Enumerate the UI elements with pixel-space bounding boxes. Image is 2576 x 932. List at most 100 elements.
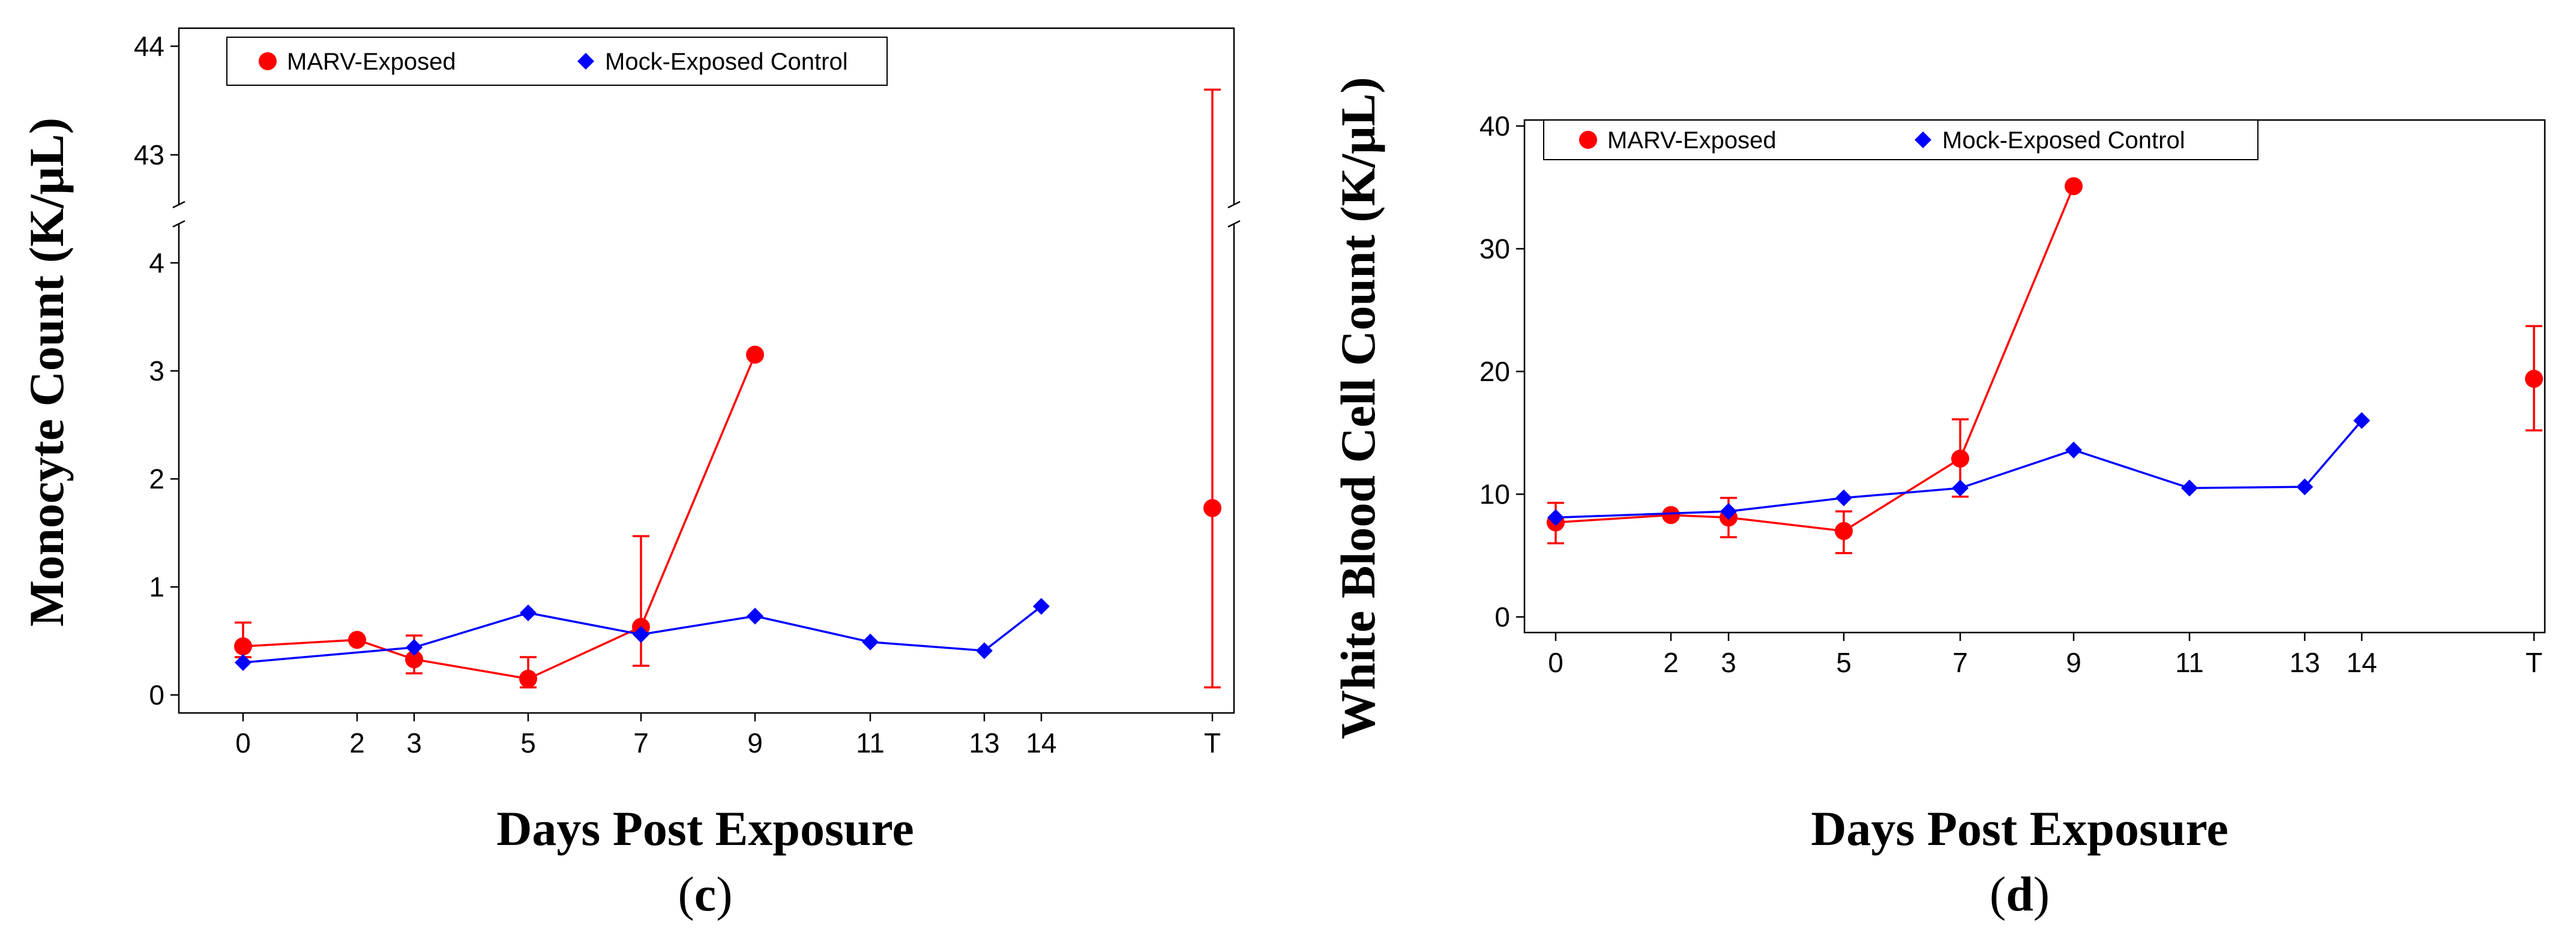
x-tick-label: 13: [969, 727, 999, 759]
series-marv: [234, 88, 1221, 689]
panel-label: (c): [678, 867, 732, 921]
legend-marker-marv: [1579, 131, 1597, 149]
y-axis: 0 10 20 30 40: [1479, 110, 1524, 633]
data-point-mock: [1033, 598, 1050, 615]
series-marv: [1547, 177, 2543, 555]
x-tick-label: 11: [856, 727, 885, 759]
y-tick-label: 43: [134, 139, 164, 170]
x-tick-label: 14: [2346, 647, 2377, 678]
legend-label-marv: MARV-Exposed: [1607, 127, 1777, 154]
data-point-marv: [348, 631, 366, 649]
data-point-mock: [1835, 489, 1852, 507]
y-tick-label: 20: [1479, 356, 1510, 387]
data-point-marv: [1835, 522, 1853, 540]
data-point-marv: [1662, 506, 1680, 525]
x-tick-label: 2: [1663, 647, 1679, 678]
x-tick-label: 3: [406, 727, 422, 759]
data-point-mock: [747, 607, 763, 625]
data-point-mock: [2353, 412, 2370, 429]
x-tick-label: 11: [2175, 647, 2204, 678]
y-tick-label: 0: [1494, 601, 1510, 633]
series-mock: [235, 598, 1050, 671]
x-tick-label: T: [1204, 727, 1221, 759]
panel-label: (d): [1990, 867, 2050, 921]
legend-marker-mock: [1915, 131, 1931, 148]
y-axis-title: White Blood Cell Count (K/μL): [1331, 77, 1385, 739]
y-tick-label: 2: [149, 463, 164, 495]
legend-box: [226, 37, 888, 86]
data-point-marv: [234, 637, 252, 655]
x-axis-title: Days Post Exposure: [496, 801, 914, 856]
data-point-marv: [746, 346, 764, 364]
data-point-marv: [1951, 449, 1969, 468]
legend-label-mock: Mock-Exposed Control: [605, 49, 848, 75]
series-line-mock: [1555, 419, 2363, 519]
x-tick-label: 9: [747, 727, 763, 759]
data-point-mock: [862, 633, 879, 651]
y-axis-title: Monocyte Count (K/μL): [19, 118, 74, 627]
x-tick-label: 7: [633, 727, 649, 759]
x-axis-title: Days Post Exposure: [1811, 801, 2228, 856]
y-tick-label: 1: [149, 571, 164, 603]
data-point-marv: [2065, 177, 2083, 196]
data-point-mock: [406, 639, 423, 656]
y-tick-label: 40: [1479, 110, 1510, 142]
data-point-mock: [1952, 480, 1969, 497]
monocyte-chart: 0 1 2 3 4 43 44 0 2 3 5 7 9 11 13 14 T MARV-Exposed Mock-E…: [19, 27, 1241, 921]
x-axis: 0 2 3 5 7 9 11 13 14 T: [235, 713, 1221, 759]
y-tick-label: 10: [1479, 479, 1510, 510]
x-tick-label: 7: [1952, 647, 1968, 678]
legend-marker-mock: [577, 53, 594, 70]
axis-break-mark: [1227, 220, 1241, 228]
legend: MARV-Exposed Mock-Exposed Control: [226, 37, 888, 86]
data-point-marv: [519, 670, 537, 688]
x-tick-label: 0: [235, 727, 251, 759]
wbc-chart: 0 10 20 30 40 0 2 3 5 7 9 11 13 14 T MARV-Exposed Mock-E…: [1331, 77, 2546, 921]
plot-frame: [1523, 119, 2546, 634]
x-tick-label: 5: [520, 727, 536, 759]
data-point-mock: [235, 654, 251, 671]
plot-frame-lower: [178, 223, 1235, 714]
data-point-mock: [633, 626, 649, 643]
series-line-mock: [242, 606, 1043, 664]
x-tick-label: T: [2526, 647, 2542, 678]
y-axis: 0 1 2 3 4 43 44: [134, 31, 179, 711]
data-point-mock: [2065, 441, 2082, 458]
axis-break-mark: [172, 200, 185, 209]
data-point-mock: [2181, 480, 2198, 497]
error-bar: [633, 535, 649, 667]
axis-break-mark: [1227, 200, 1241, 209]
axis-break-mark: [172, 220, 185, 228]
x-tick-label: 2: [349, 727, 365, 759]
x-axis: 0 2 3 5 7 9 11 13 14 T: [1548, 633, 2542, 678]
plot-frame: [172, 27, 1241, 714]
plot-frame-upper: [178, 27, 1235, 205]
legend-box: [1543, 119, 2259, 160]
legend-label-mock: Mock-Exposed Control: [1942, 127, 2185, 154]
x-tick-label: 3: [1721, 647, 1736, 678]
x-tick-label: 5: [1836, 647, 1852, 678]
series-line-marv: [242, 354, 756, 680]
y-tick-label: 30: [1479, 233, 1510, 265]
y-tick-label: 44: [134, 31, 164, 62]
y-tick-label: 0: [149, 679, 164, 711]
data-point-mock: [1547, 509, 1564, 526]
data-point-marv: [405, 650, 423, 669]
data-point-marv: [1203, 499, 1221, 517]
data-point-mock: [976, 642, 993, 660]
series-line-marv: [1555, 185, 2075, 532]
legend: MARV-Exposed Mock-Exposed Control: [1543, 119, 2259, 160]
x-tick-label: 9: [2066, 647, 2081, 678]
series-mock: [1547, 412, 2370, 526]
x-tick-label: 14: [1026, 727, 1056, 759]
data-point-mock: [2296, 478, 2313, 496]
data-point-mock: [1720, 503, 1737, 520]
y-tick-label: 4: [149, 247, 164, 278]
x-tick-label: 13: [2289, 647, 2320, 678]
legend-marker-marv: [259, 52, 277, 70]
x-tick-label: 0: [1548, 647, 1563, 678]
legend-label-marv: MARV-Exposed: [287, 49, 456, 75]
error-bar: [1204, 88, 1221, 689]
data-point-marv: [2525, 370, 2543, 388]
